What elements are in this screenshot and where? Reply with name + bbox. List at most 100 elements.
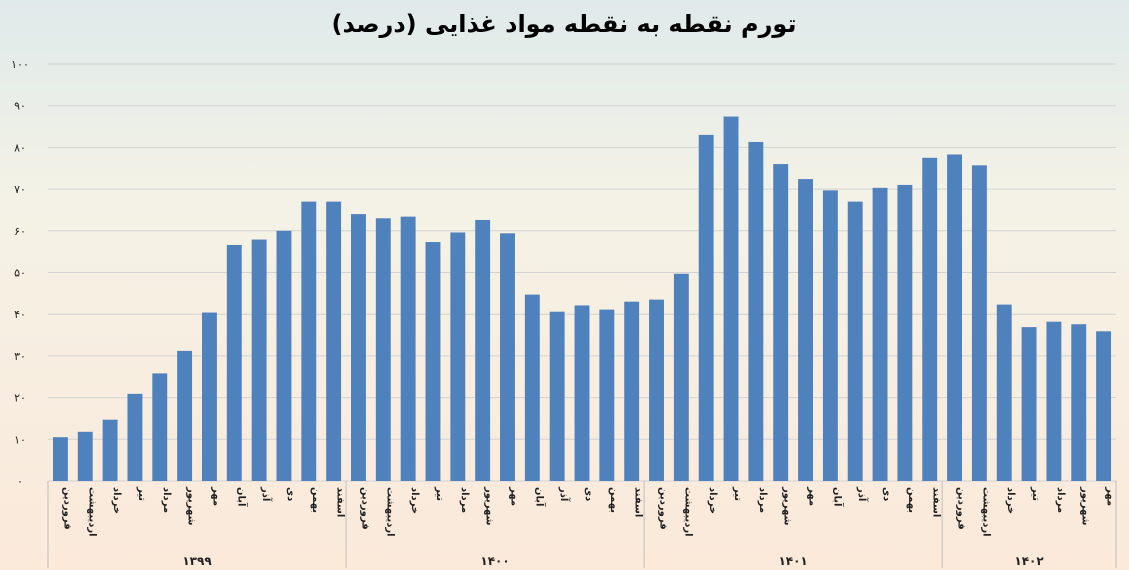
bar [574,305,590,481]
x-tick-label: خرداد [1005,487,1016,514]
x-tick-label: مهر [807,486,818,506]
year-groups: ۱۳۹۹ ۱۴۰۰ ۱۴۰۱ ۱۴۰۲ [182,554,1044,568]
bar [773,164,789,481]
x-tick-label: دی [285,487,296,501]
y-axis-ticks: ۰ ۱۰ ۲۰ ۳۰ ۴۰ ۵۰ ۶۰ ۷۰ ۸۰ ۹۰ ۱۰۰ [11,58,29,488]
x-tick-label: فروردین [956,487,967,530]
bar [748,141,764,481]
y-tick-label: ۱۰ [14,433,26,446]
bar [971,165,987,481]
y-tick-label: ۴۰ [14,308,26,321]
x-tick-label: مرداد [757,487,768,513]
bar [500,233,515,481]
x-tick-label: آذر [558,486,571,502]
bar [1071,324,1087,481]
year-label: ۱۴۰۱ [778,554,807,568]
bar [1096,331,1112,481]
x-tick-label: تیر [136,486,147,501]
x-tick-label: خرداد [707,487,718,514]
x-tick-label: اردیبهشت [86,487,97,537]
bar [1021,327,1037,481]
x-tick-label: فروردین [359,487,370,530]
bar [425,242,441,481]
bar [698,134,714,481]
x-tick-label: شهریور [186,486,197,526]
x-tick-label: شهریور [782,486,793,526]
year-label: ۱۴۰۲ [1014,554,1044,568]
bar [723,116,739,482]
x-tick-label: دی [881,487,892,501]
x-tick-label: اردیبهشت [682,487,693,537]
y-tick-label: ۹۰ [14,100,26,113]
year-label: ۱۴۰۰ [480,554,509,568]
bar [649,299,664,481]
x-tick-label: تیر [732,486,743,501]
x-tick-label: تیر [1030,486,1041,501]
x-tick-label: مهر [210,486,221,506]
x-tick-label: اسفند [931,487,942,517]
y-tick-label: ۳۰ [14,350,26,363]
x-tick-label: اردیبهشت [980,487,991,537]
x-tick-label: مرداد [161,487,172,513]
bar [127,393,143,481]
bar [102,419,118,481]
x-tick-label: آذر [260,486,273,502]
bar [351,214,366,481]
bar [152,373,168,481]
bar [450,232,466,481]
x-tick-label: خرداد [111,487,122,514]
bar [276,230,292,481]
x-tick-label: خرداد [409,487,420,514]
y-tick-label: ۶۰ [14,225,26,238]
y-tick-label: ۰ [17,475,23,488]
x-tick-label: بهمن [310,487,321,513]
bar [599,309,615,481]
year-label: ۱۳۹۹ [182,554,212,568]
bar [996,304,1012,481]
y-tick-label: ۱۰۰ [11,58,29,71]
bar [847,201,863,482]
x-tick-label: آبان [235,487,248,507]
x-tick-label: اسفند [633,487,644,517]
x-tick-label: دی [583,487,594,501]
x-tick-label: مهر [508,486,519,506]
chart-title: تورم نقطه به نقطه مواد غذایی (درصد) [332,10,797,38]
bar [524,294,540,481]
y-tick-label: ۷۰ [14,183,26,196]
bar [52,437,68,481]
bar [549,311,565,481]
x-tick-label: آذر [856,486,869,502]
bar [251,239,267,481]
x-tick-label: بهمن [906,487,917,513]
bar [77,431,93,481]
bar [400,216,416,481]
bar [897,184,913,481]
bar [947,154,963,481]
bar [922,157,938,481]
x-tick-label: مرداد [1055,487,1066,513]
x-tick-label: مرداد [459,487,470,513]
y-tick-label: ۵۰ [14,267,26,280]
bar [673,273,689,481]
bar [201,312,217,481]
bar [798,179,813,482]
bar [1046,321,1062,481]
x-tick-label: اسفند [335,487,346,517]
x-tick-label: فروردین [61,487,72,530]
bars [52,116,1112,482]
bar [624,301,640,481]
x-tick-label: اردیبهشت [384,487,395,537]
bar [475,219,491,481]
x-tick-label: بهمن [608,487,619,513]
bar [375,218,391,482]
x-tick-label: شهریور [484,486,495,526]
x-tick-label: تیر [434,486,445,501]
x-axis-ticks: فروردین اردیبهشت خرداد تیر مرداد شهریور مهر آبا… [61,486,1115,537]
x-tick-label: شهریور [1080,486,1091,526]
bar [822,190,838,481]
x-tick-label: فروردین [658,487,669,530]
x-tick-label: آبان [831,487,844,507]
x-tick-label: آبان [533,487,546,507]
y-tick-label: ۸۰ [14,141,26,154]
